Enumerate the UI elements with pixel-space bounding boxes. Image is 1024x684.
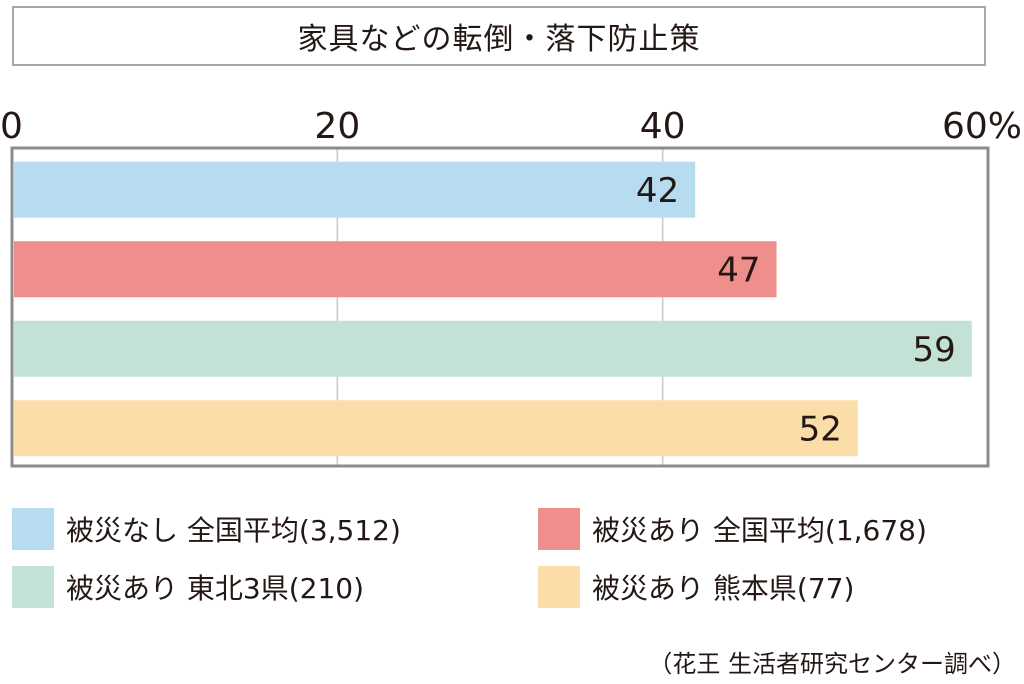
legend-item-1: 被災なし 全国平均(3,512) — [12, 508, 401, 550]
bar-1 — [14, 161, 696, 218]
bar-value-label-3: 59 — [912, 330, 955, 370]
legend-swatch-1 — [12, 508, 54, 550]
source-note: （花王 生活者研究センター調べ） — [648, 650, 1016, 678]
tick-label-3: 60% — [942, 106, 1022, 147]
legend-label-3: 被災あり 東北3県(210) — [66, 572, 365, 605]
bar-2 — [14, 241, 777, 298]
legend-swatch-2 — [538, 508, 580, 550]
legend-item-4: 被災あり 熊本県(77) — [538, 566, 854, 608]
bar-chart: 42 47 59 52 0 20 40 60% — [0, 106, 1022, 468]
tick-label-0: 0 — [0, 106, 23, 147]
bar-value-label-4: 52 — [799, 409, 842, 449]
legend-item-2: 被災あり 全国平均(1,678) — [538, 508, 927, 550]
legend-item-3: 被災あり 東北3県(210) — [12, 566, 364, 608]
bar-4 — [14, 400, 858, 457]
chart-title-box: 家具などの転倒・落下防止策 — [12, 6, 986, 66]
bar-value-label-1: 42 — [636, 171, 679, 211]
plot-frame — [10, 146, 990, 468]
legend-label-1: 被災なし 全国平均(3,512) — [66, 514, 401, 547]
bar-value-label-2: 47 — [717, 250, 760, 290]
legend-swatch-3 — [12, 566, 54, 608]
legend-label-2: 被災あり 全国平均(1,678) — [592, 514, 927, 547]
legend-label-4: 被災あり 熊本県(77) — [592, 572, 855, 605]
tick-label-2: 40 — [640, 106, 686, 147]
bar-3 — [14, 320, 972, 377]
tick-label-1: 20 — [314, 106, 360, 147]
chart-title: 家具などの転倒・落下防止策 — [297, 22, 701, 57]
legend-swatch-4 — [538, 566, 580, 608]
